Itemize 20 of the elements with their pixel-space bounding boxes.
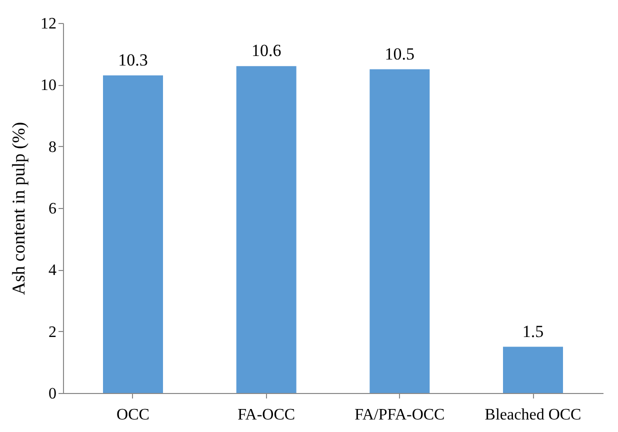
data-label: 10.3 (118, 50, 148, 70)
y-tick-label: 6 (48, 200, 56, 218)
y-tick-label: 4 (48, 262, 56, 280)
bar (103, 75, 163, 393)
data-label: 10.5 (384, 44, 415, 64)
y-tick-label: 10 (40, 77, 56, 94)
y-axis-title: Ash content in pulp (%) (8, 122, 28, 295)
bar (236, 66, 296, 393)
y-tick-label: 0 (48, 386, 56, 402)
data-label: 10.6 (251, 41, 282, 60)
x-tick-label: Bleached OCC (484, 406, 582, 424)
bar (370, 69, 430, 393)
y-tick-label: 12 (40, 16, 56, 32)
x-tick-label: OCC (116, 406, 150, 424)
y-tick-label: 2 (48, 324, 56, 341)
y-tick-label: 8 (48, 138, 56, 156)
data-label: 1.5 (522, 322, 544, 341)
x-tick-label: FA-OCC (238, 406, 296, 424)
bar (503, 346, 563, 393)
x-tick-label: FA/PFA-OCC (354, 406, 445, 424)
